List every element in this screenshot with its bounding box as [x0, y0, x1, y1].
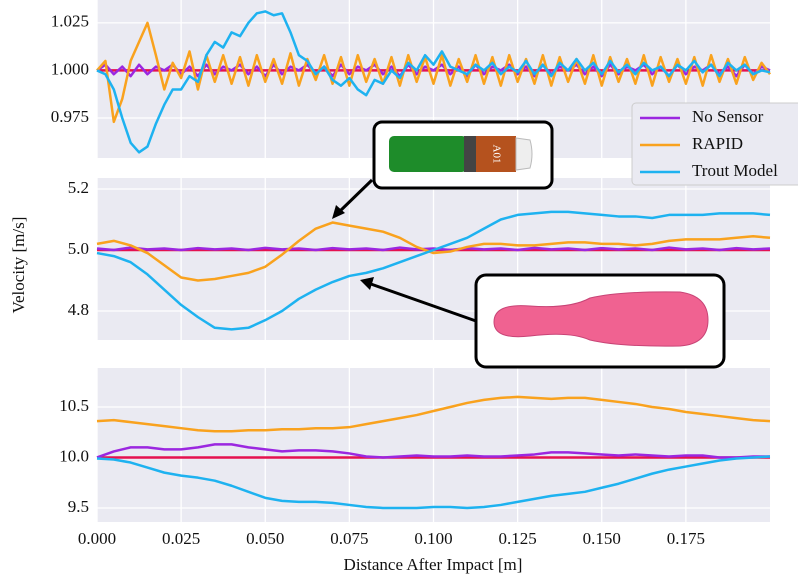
y-tick-label: 10.5 [59, 396, 89, 415]
y-tick-label: 5.2 [68, 178, 89, 197]
legend-label: RAPID [692, 134, 743, 153]
x-tick-label: 0.000 [78, 529, 116, 548]
y-tick-label: 1.000 [51, 59, 89, 78]
panel: 0.000 0.025 0.050 0.075 0.100 0.125 0.150 0.175… [59, 368, 770, 548]
y-tick-label: 0.975 [51, 107, 89, 126]
y-tick-label: 5.0 [68, 239, 89, 258]
x-axis-label: Distance After Impact [m] [344, 555, 523, 574]
sensor-band [464, 136, 476, 172]
legend-label: No Sensor [692, 107, 764, 126]
sensor-body [389, 136, 467, 172]
x-tick-label: 0.100 [414, 529, 452, 548]
sensor-text: A01 [490, 145, 502, 164]
y-axis-label: Velocity [m/s] [9, 217, 28, 314]
x-tick-label: 0.175 [667, 529, 705, 548]
x-tick-label: 0.025 [162, 529, 200, 548]
y-tick-label: 4.8 [68, 300, 89, 319]
y-tick-label: 1.025 [51, 12, 89, 31]
x-tick-label: 0.150 [583, 529, 621, 548]
sensor-cap [516, 138, 532, 170]
y-tick-label: 10.0 [59, 446, 89, 465]
y-tick-label: 9.5 [68, 497, 89, 516]
legend-label: Trout Model [692, 161, 778, 180]
x-tick-label: 0.050 [246, 529, 284, 548]
chart: 1.0251.0000.9755.25.04.80.0000.0250.0500… [0, 0, 798, 579]
x-tick-label: 0.125 [499, 529, 537, 548]
legend: No Sensor RAPID Trout Model [632, 103, 798, 185]
x-tick-label: 0.075 [330, 529, 368, 548]
